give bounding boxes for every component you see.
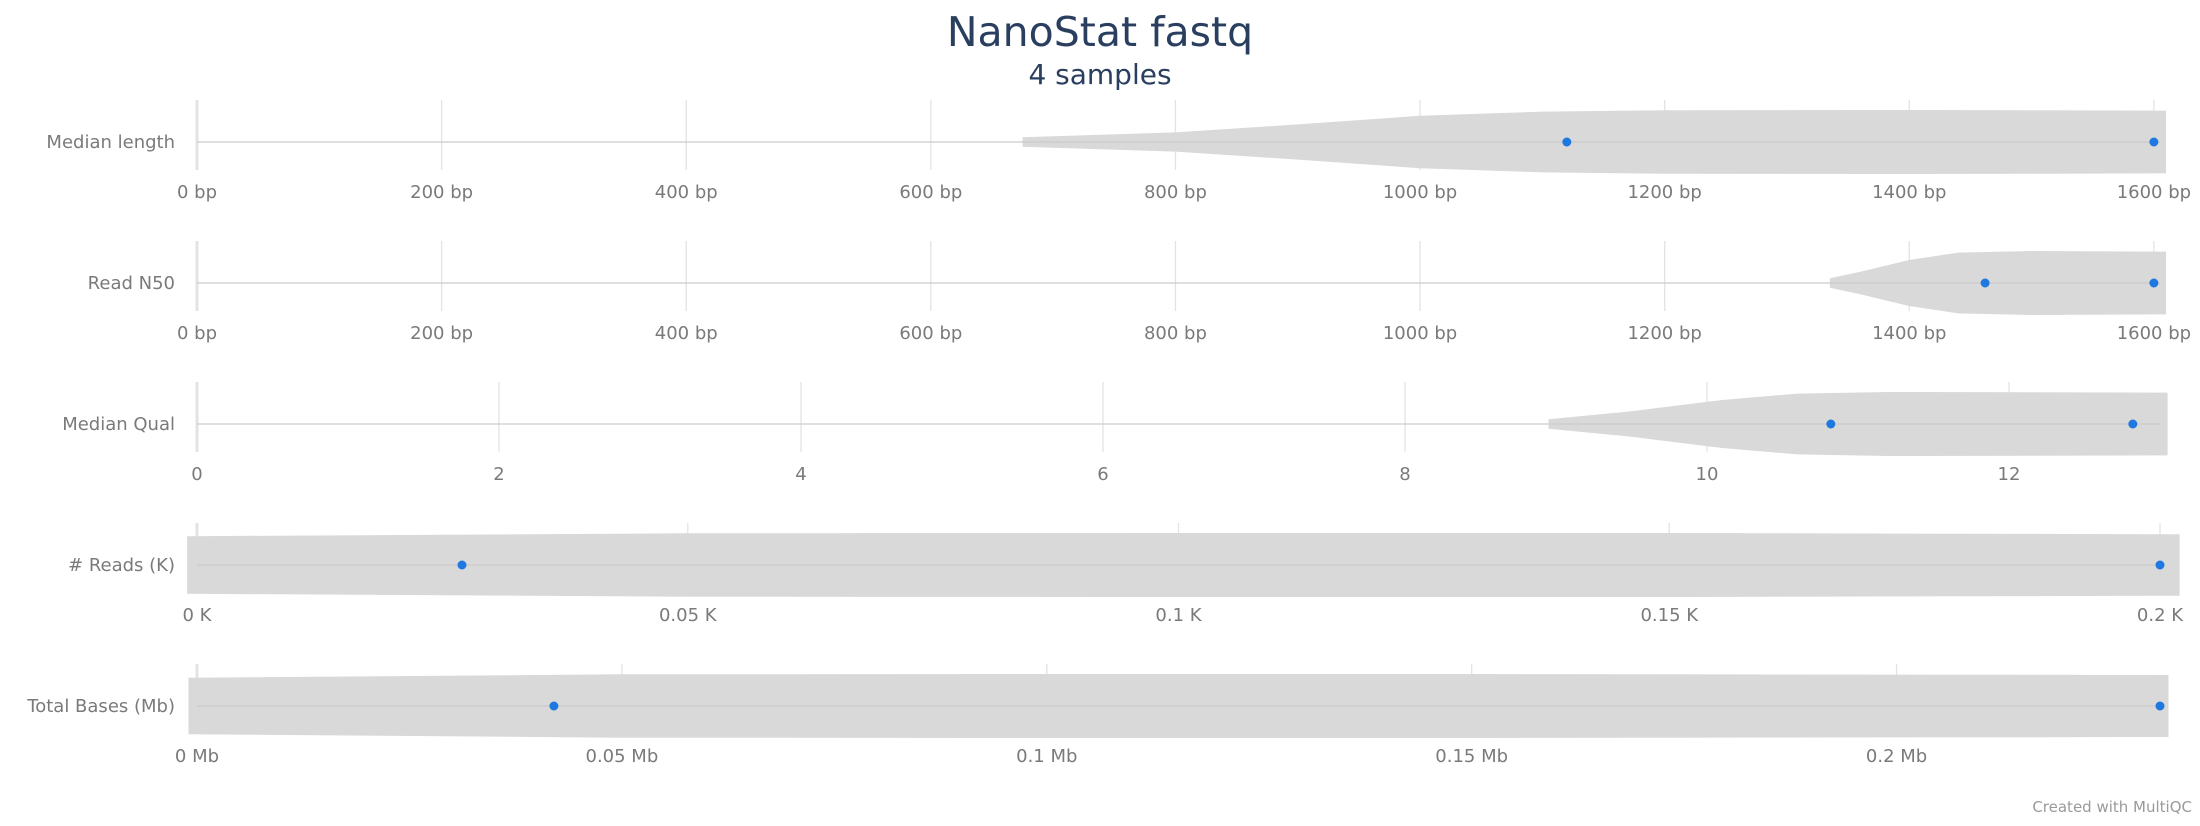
panel-0: Median length 0 bp 200 bp 400 bp 600 bp 800 b… [46,100,2191,203]
panel-1: Read N50 0 bp 200 bp 400 bp 600 bp 800 bp 1000… [88,241,2191,344]
tick-label: 0 K [183,605,213,626]
chart-title: NanoStat fastq [946,8,1254,56]
tick-label: 0 bp [177,182,217,203]
tick-label: 1200 bp [1627,323,1701,344]
tick-label: 0 [191,464,202,485]
tick-label: 12 [1998,464,2021,485]
data-point[interactable] [549,701,559,711]
tick-label: 800 bp [1144,323,1207,344]
data-point[interactable] [2128,419,2138,429]
tick-label: 4 [795,464,806,485]
tick-label: 400 bp [655,182,718,203]
data-point[interactable] [1980,278,1990,288]
credit-text: Created with MultiQC [2032,798,2192,816]
tick-label: 0.1 K [1155,605,1202,626]
tick-label: 400 bp [655,323,718,344]
row-label: # Reads (K) [68,555,175,576]
tick-label: 0 Mb [175,746,219,767]
tick-label: 1200 bp [1627,182,1701,203]
tick-label: 1000 bp [1383,182,1457,203]
row-label: Median Qual [62,414,175,435]
tick-label: 0.2 K [2137,605,2184,626]
tick-label: 1400 bp [1872,323,1946,344]
data-point[interactable] [2155,701,2165,711]
data-point[interactable] [1562,137,1572,147]
tick-label: 8 [1399,464,1410,485]
panel-4: Total Bases (Mb) 0 Mb 0.05 Mb 0.1 Mb 0.15 Mb… [26,664,2169,767]
tick-label: 0.05 K [659,605,718,626]
tick-label: 600 bp [899,182,962,203]
panel-3: # Reads (K) 0 K 0.05 K 0.1 K 0.15 K 0.2 K [68,523,2184,626]
row-label: Read N50 [88,273,175,294]
tick-label: 0.15 Mb [1435,746,1508,767]
data-point[interactable] [1826,419,1836,429]
tick-label: 0.05 Mb [586,746,659,767]
data-point[interactable] [2149,278,2159,288]
tick-label: 0 bp [177,323,217,344]
tick-label: 6 [1097,464,1108,485]
chart-subtitle: 4 samples [1028,58,1172,91]
tick-label: 800 bp [1144,182,1207,203]
data-point[interactable] [2149,137,2159,147]
tick-label: 0.1 Mb [1016,746,1077,767]
tick-label: 1600 bp [2117,323,2191,344]
tick-label: 0.2 Mb [1866,746,1927,767]
tick-label: 1400 bp [1872,182,1946,203]
data-point[interactable] [2155,560,2165,570]
panel-2: Median Qual 0 2 4 6 8 10 12 [62,382,2168,485]
data-point[interactable] [457,560,467,570]
row-label: Median length [46,132,175,153]
tick-label: 10 [1696,464,1719,485]
tick-label: 1600 bp [2117,182,2191,203]
tick-label: 600 bp [899,323,962,344]
tick-label: 200 bp [410,182,473,203]
tick-label: 0.15 K [1640,605,1699,626]
tick-label: 2 [493,464,504,485]
row-label: Total Bases (Mb) [26,696,175,717]
tick-label: 200 bp [410,323,473,344]
tick-label: 1000 bp [1383,323,1457,344]
